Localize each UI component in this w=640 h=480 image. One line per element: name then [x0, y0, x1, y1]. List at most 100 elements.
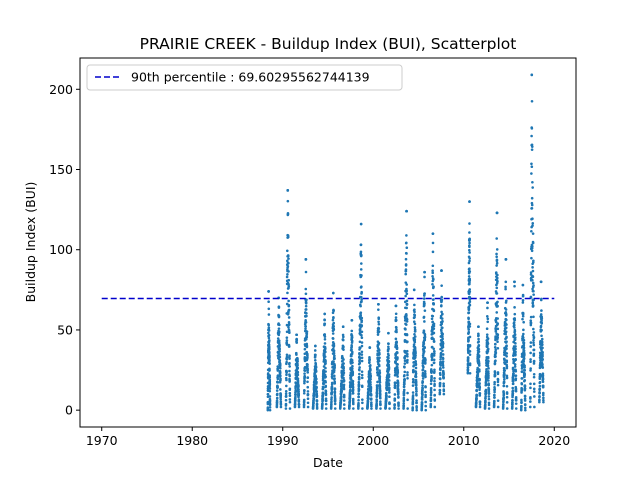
data-point: [303, 369, 307, 372]
data-point: [352, 407, 355, 410]
data-point: [304, 318, 307, 322]
data-point: [431, 264, 435, 268]
data-point: [342, 366, 345, 370]
data-point: [511, 389, 515, 392]
data-point: [288, 391, 292, 395]
data-point: [430, 317, 434, 321]
data-point: [511, 379, 515, 383]
data-point: [440, 304, 443, 307]
data-point: [266, 395, 270, 399]
data-point: [494, 359, 497, 362]
data-point: [278, 371, 282, 375]
data-point: [358, 340, 362, 344]
data-point: [339, 398, 343, 401]
data-point: [468, 344, 472, 347]
data-point: [433, 405, 437, 409]
data-point: [511, 401, 514, 405]
data-point: [359, 346, 362, 350]
data-point: [529, 315, 533, 319]
data-point: [285, 323, 289, 327]
data-point: [530, 99, 534, 103]
data-point: [504, 287, 507, 291]
data-point: [493, 393, 496, 397]
data-point: [315, 395, 319, 398]
data-point: [513, 318, 517, 322]
data-point: [495, 248, 499, 251]
data-point: [487, 388, 491, 391]
data-point: [513, 312, 517, 316]
data-point: [478, 403, 482, 406]
data-point: [476, 374, 480, 378]
data-point: [286, 291, 289, 295]
data-point: [333, 357, 336, 360]
data-point: [432, 278, 435, 281]
x-tick-label: 2000: [357, 433, 389, 448]
legend-label: 90th percentile : 69.60295562744139: [131, 70, 370, 85]
data-point: [414, 372, 418, 375]
data-point: [531, 232, 535, 235]
data-point: [520, 370, 524, 373]
data-point: [496, 378, 500, 382]
data-point: [541, 351, 544, 354]
data-point: [375, 394, 379, 398]
data-point: [342, 395, 346, 399]
data-point: [415, 408, 419, 412]
data-point: [341, 325, 345, 329]
data-point: [406, 340, 409, 344]
data-point: [284, 390, 288, 393]
data-point: [323, 337, 327, 341]
data-point: [332, 344, 336, 348]
data-point: [393, 398, 397, 402]
data-point: [484, 388, 488, 392]
data-point: [514, 399, 518, 402]
data-point: [342, 369, 345, 372]
data-point: [505, 352, 509, 355]
data-point: [405, 361, 409, 364]
data-point: [286, 265, 290, 268]
data-point: [522, 360, 526, 363]
data-point: [358, 359, 361, 362]
data-point: [360, 385, 364, 389]
data-point: [532, 341, 535, 345]
data-point: [531, 304, 535, 307]
data-point: [333, 374, 336, 378]
data-point: [529, 358, 532, 361]
data-point: [405, 349, 409, 353]
data-point: [467, 320, 471, 324]
data-point: [267, 300, 270, 304]
data-point: [267, 307, 271, 311]
data-point: [431, 294, 435, 297]
data-point: [378, 371, 382, 375]
data-point: [466, 359, 470, 363]
data-point: [370, 407, 373, 410]
data-point: [424, 385, 427, 389]
data-point: [504, 258, 508, 261]
data-point: [532, 359, 536, 363]
data-point: [397, 391, 400, 395]
data-point: [350, 345, 354, 349]
data-point: [296, 370, 300, 374]
data-point: [512, 321, 516, 324]
data-point: [284, 394, 288, 398]
data-point: [513, 336, 517, 339]
data-point: [278, 364, 282, 368]
data-point: [477, 337, 480, 341]
data-point: [357, 383, 361, 387]
data-point: [487, 392, 491, 395]
data-point: [438, 388, 442, 392]
data-point: [403, 356, 407, 360]
data-point: [523, 366, 526, 369]
plot-frame: [79, 57, 577, 428]
data-point: [351, 379, 355, 383]
data-point: [396, 371, 400, 374]
data-point: [351, 364, 354, 368]
data-point: [486, 350, 490, 353]
data-point: [477, 350, 481, 353]
data-point: [510, 405, 514, 409]
data-point: [359, 311, 363, 314]
data-point: [439, 368, 442, 372]
data-point: [502, 403, 505, 406]
data-point: [295, 353, 298, 356]
data-point: [442, 392, 446, 396]
data-point: [287, 325, 290, 329]
